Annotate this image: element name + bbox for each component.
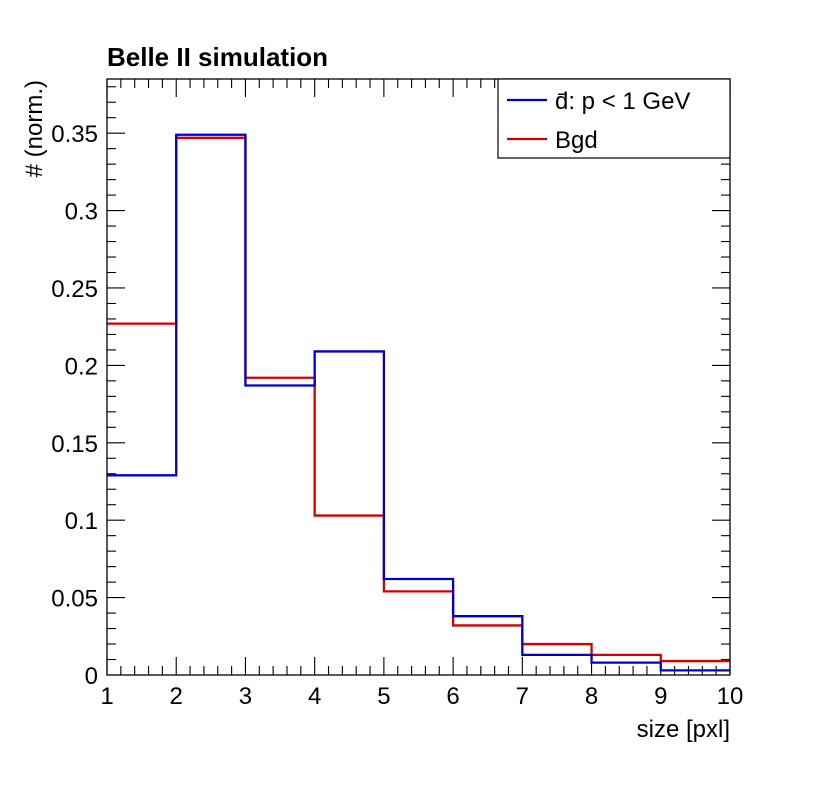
series-layer [107, 133, 730, 672]
axis-ticks [106, 79, 731, 676]
x-tick-label: 7 [516, 683, 529, 710]
x-tick-label: 1 [100, 683, 113, 710]
legend-box [497, 78, 731, 159]
x-tick-label: 5 [377, 683, 390, 710]
legend: d̄: p < 1 GeV Bgd [497, 78, 731, 159]
chart-title: Belle II simulation [107, 42, 328, 72]
x-tick-label: 8 [585, 683, 598, 710]
y-tick-label: 0.1 [65, 508, 98, 535]
y-tick-label: 0.15 [51, 431, 98, 458]
x-tick-label: 2 [170, 683, 183, 710]
x-tick-label: 9 [654, 683, 667, 710]
plot-frame [106, 78, 731, 676]
x-tick-label: 6 [446, 683, 459, 710]
y-tick-label: 0 [85, 663, 98, 690]
legend-label-background: Bgd [555, 127, 598, 154]
x-tick-label: 3 [239, 683, 252, 710]
y-tick-label: 0.3 [65, 199, 98, 226]
x-axis-label: size [pxl] [637, 716, 730, 743]
tick-labels: 1 2 3 4 5 6 7 8 9 10 0 0.05 0.1 0.15 0.2 0.25 0.3 0.35 [51, 121, 743, 710]
y-tick-label: 0.25 [51, 276, 98, 303]
legend-label-signal: d̄: p < 1 GeV [555, 88, 690, 115]
y-tick-label: 0.35 [51, 121, 98, 148]
y-tick-label: 0.05 [51, 586, 98, 613]
series-line-background [107, 136, 730, 663]
x-tick-label: 10 [717, 683, 744, 710]
series-line-signal [107, 133, 730, 672]
x-tick-label: 4 [308, 683, 321, 710]
y-axis-label: # (norm.) [21, 80, 48, 177]
y-tick-label: 0.2 [65, 353, 98, 380]
